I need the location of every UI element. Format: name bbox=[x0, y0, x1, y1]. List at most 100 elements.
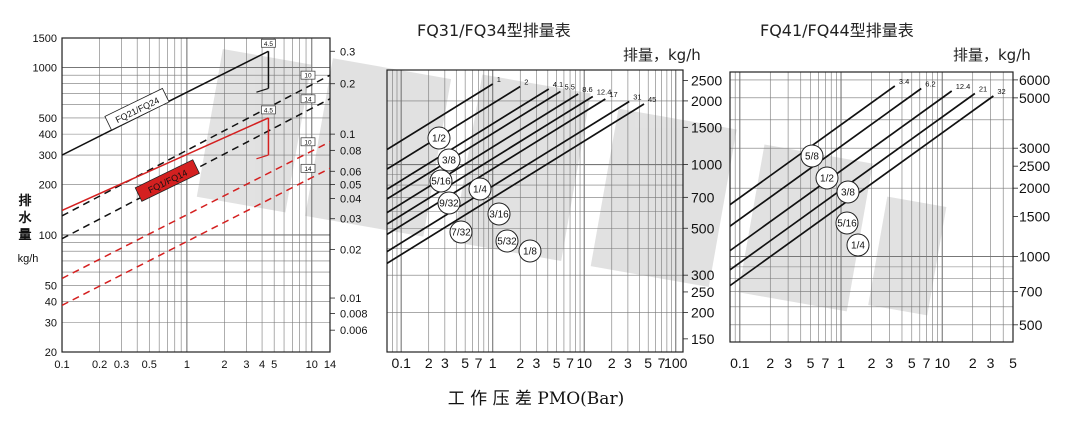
y-tick-label: 1000 bbox=[1019, 248, 1050, 264]
y-axis-label-char: 水 bbox=[18, 210, 32, 225]
series-lines bbox=[62, 50, 330, 306]
x-tick-label: 1 bbox=[184, 359, 190, 371]
series-line bbox=[62, 98, 330, 240]
x-tick-label: 2 bbox=[425, 355, 433, 371]
orifice-label: 5/32 bbox=[497, 237, 517, 248]
x-tick-label: 14 bbox=[324, 359, 336, 371]
y-tick-label: 200 bbox=[39, 180, 57, 192]
group-label-box bbox=[134, 159, 200, 202]
x-tick-label: 2 bbox=[516, 355, 524, 371]
y-tick-label: 30 bbox=[45, 318, 57, 330]
x-tick-label: 0.1 bbox=[391, 355, 411, 371]
y-axis-unit: 排量，kg/h bbox=[623, 46, 701, 64]
series-label: 45 bbox=[648, 95, 656, 104]
series-label: 32 bbox=[997, 87, 1005, 96]
x-tick-label: 5 bbox=[644, 355, 652, 371]
series-tag: 10 bbox=[304, 139, 312, 146]
x-tick-label: 0.2 bbox=[92, 359, 107, 371]
right-axis-label: 0.05 bbox=[340, 180, 361, 192]
y-axis-label-char: 量 bbox=[18, 227, 31, 242]
series-tag: 4.5 bbox=[264, 107, 273, 114]
orifice-label: 9/32 bbox=[439, 199, 459, 210]
orifice-label: 1/2 bbox=[432, 134, 446, 145]
x-tick-label: 5 bbox=[271, 359, 277, 371]
right-axis-label: 0.006 bbox=[340, 325, 368, 337]
orifice-label: 5/8 bbox=[805, 152, 819, 163]
series-line bbox=[387, 85, 521, 171]
x-tick-label: 10 bbox=[576, 355, 592, 371]
orifice-marker bbox=[468, 177, 492, 201]
y-tick-label: 300 bbox=[39, 150, 57, 162]
y-tick-label: 6000 bbox=[1019, 72, 1050, 88]
x-tick-label: 2 bbox=[221, 359, 227, 371]
y-tick-label: 50 bbox=[45, 280, 57, 292]
y-tick-label: 150 bbox=[691, 331, 715, 347]
y-axis-label-char: 排 bbox=[18, 193, 31, 208]
series-line bbox=[62, 141, 330, 280]
y-tick-label: 40 bbox=[45, 297, 57, 309]
series-tag: 14 bbox=[304, 166, 312, 173]
x-tick-label: 7 bbox=[821, 355, 829, 371]
series-line bbox=[387, 103, 645, 265]
y-tick-label: 1500 bbox=[1019, 209, 1050, 225]
x-tick-label: 2 bbox=[868, 355, 876, 371]
series-label: 1 bbox=[497, 75, 501, 84]
y-axis-unit: 排量，kg/h bbox=[953, 46, 1031, 64]
orifice-marker bbox=[437, 148, 461, 172]
y-tick-label: 100 bbox=[39, 230, 57, 242]
plot-frame bbox=[61, 37, 331, 353]
right-axis-label: 0.1 bbox=[340, 129, 355, 141]
x-tick-label: 7 bbox=[658, 355, 666, 371]
x-tick-label: 3 bbox=[243, 359, 249, 371]
series-line bbox=[730, 90, 953, 252]
orifice-marker bbox=[487, 202, 511, 226]
x-tick-label: 5 bbox=[461, 355, 469, 371]
series-tag-box bbox=[261, 38, 276, 48]
orifice-marker bbox=[815, 166, 839, 190]
x-tick-label: 4 bbox=[259, 359, 265, 371]
series-line bbox=[387, 100, 630, 253]
y-tick-label: 500 bbox=[1019, 317, 1043, 333]
series-line bbox=[387, 83, 494, 151]
chart-title: FQ31/FQ34型排量表 bbox=[417, 21, 571, 40]
orifice-label: 1/4 bbox=[851, 241, 865, 252]
series-label: 5.5 bbox=[564, 83, 574, 92]
y-tick-label: 1000 bbox=[33, 62, 57, 74]
x-tick-label: 5 bbox=[1009, 355, 1017, 371]
series-label: 2 bbox=[524, 78, 528, 87]
y-tick-label: 2500 bbox=[691, 72, 722, 88]
x-tick-label: 5 bbox=[908, 355, 916, 371]
orifice-label: 5/16 bbox=[431, 177, 451, 188]
series-line bbox=[730, 85, 896, 206]
orifice-marker bbox=[800, 144, 824, 168]
orifice-marker bbox=[429, 169, 453, 193]
series-line bbox=[62, 167, 330, 306]
orifice-marker bbox=[449, 220, 473, 244]
chart-fq21-fq24: 0.1 0.2 0.3 0.5 1 2 3 4 5 10 14 1500 1000 500 400 300 20… bbox=[18, 33, 368, 371]
orifice-marker bbox=[437, 191, 461, 215]
series-tag-box bbox=[300, 137, 316, 147]
series-tag: 4.5 bbox=[264, 41, 273, 48]
series-line bbox=[730, 92, 976, 271]
orifice-marker bbox=[846, 233, 870, 257]
x-tick-label: 0.5 bbox=[142, 359, 157, 371]
x-tick-label: 3 bbox=[441, 355, 449, 371]
grid bbox=[387, 70, 683, 352]
series-lines bbox=[730, 85, 994, 287]
orifice-marker bbox=[835, 211, 859, 235]
orifice-marker bbox=[836, 180, 860, 204]
y-tick-label: 200 bbox=[691, 304, 715, 320]
series-line bbox=[730, 87, 922, 228]
orifice-label: 3/8 bbox=[841, 188, 855, 199]
y-tick-label: 3000 bbox=[1019, 140, 1050, 156]
series-label: 12.4 bbox=[956, 82, 971, 91]
orifice-label: 1/8 bbox=[523, 247, 537, 258]
orifice-label: 5/16 bbox=[837, 219, 857, 230]
series-label: 21 bbox=[979, 85, 987, 94]
right-axis-label: 0.04 bbox=[340, 194, 361, 206]
y-tick-label: 400 bbox=[39, 129, 57, 141]
y-axis-unit: kg/h bbox=[18, 253, 39, 265]
y-tick-label: 2000 bbox=[1019, 180, 1050, 196]
x-tick-label: 0.1 bbox=[54, 359, 69, 371]
